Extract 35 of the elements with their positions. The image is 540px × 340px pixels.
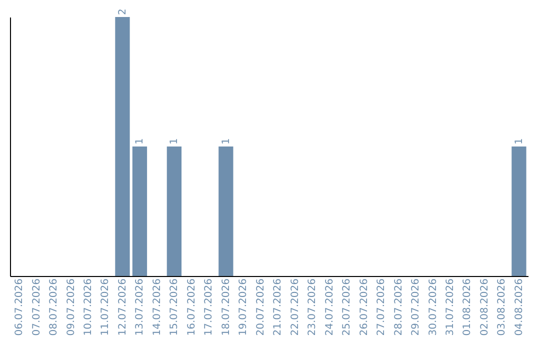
x-tick-label: 09.07.2026 [66, 278, 77, 336]
x-tick-label: 17.07.2026 [204, 278, 215, 336]
x-tick-label: 25.07.2026 [342, 278, 353, 336]
x-tick-label: 20.07.2026 [255, 278, 266, 336]
x-tick-label: 15.07.2026 [169, 278, 180, 336]
x-tick-label: 26.07.2026 [358, 278, 370, 336]
data-label: 2 [117, 8, 128, 15]
x-tick-label: 27.07.2026 [376, 278, 388, 336]
x-tick-label: 11.07.2026 [100, 278, 112, 336]
data-label: 1 [134, 138, 146, 144]
x-tick-label: 03.08.2026 [496, 278, 508, 336]
data-label: 1 [169, 138, 180, 144]
x-tick-label: 10.07.2026 [83, 278, 94, 336]
x-tick-label: 12.07.2026 [117, 278, 128, 336]
x-tick-label: 06.07.2026 [14, 278, 26, 336]
x-tick-label: 14.07.2026 [152, 278, 163, 336]
x-tick-label: 31.07.2026 [445, 278, 456, 336]
data-label: 1 [220, 138, 232, 144]
x-tick-label: 24.07.2026 [324, 278, 336, 336]
x-tick-label: 23.07.2026 [307, 278, 318, 336]
x-tick-label: 29.07.2026 [410, 278, 422, 336]
x-tick-label: 07.07.2026 [31, 278, 42, 336]
x-tick-label: 21.07.2026 [272, 278, 284, 336]
data-label: 1 [514, 138, 525, 144]
x-tick-label: 02.08.2026 [479, 278, 490, 336]
x-tick-label: 04.08.2026 [514, 278, 525, 336]
x-tick-label: 13.07.2026 [134, 278, 146, 336]
x-tick-label: 19.07.2026 [238, 278, 250, 336]
x-tick-label: 22.07.2026 [290, 278, 301, 336]
x-tick-label: 16.07.2026 [186, 278, 198, 336]
x-tick-label: 30.07.2026 [428, 278, 439, 336]
x-tick-label: 01.08.2026 [462, 278, 474, 336]
x-tick-label: 18.07.2026 [220, 278, 232, 336]
x-tick-label: 28.07.2026 [393, 278, 404, 336]
x-tick-label: 08.07.2026 [48, 278, 60, 336]
